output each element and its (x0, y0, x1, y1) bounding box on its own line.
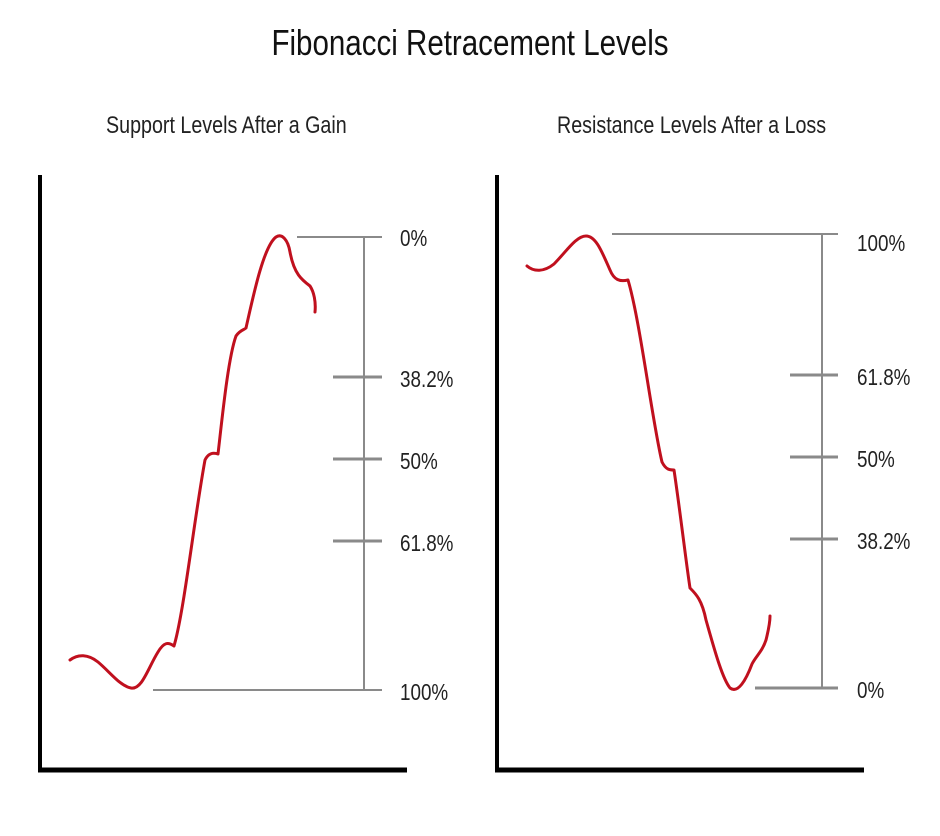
resistance-level-lines (612, 233, 838, 690)
resistance-panel-axes (495, 175, 864, 773)
level-label: 100% (857, 231, 905, 256)
rising-price-line (68, 234, 317, 690)
support-panel-subtitle: Support Levels After a Gain (106, 112, 347, 139)
level-label: 0% (857, 678, 884, 703)
level-label: 50% (400, 449, 438, 474)
support-level-labels: 0% 38.2% 50% 61.8% 100% (400, 226, 453, 705)
level-label: 61.8% (400, 531, 453, 556)
level-label: 50% (857, 447, 895, 472)
level-label: 38.2% (400, 367, 453, 392)
level-label: 61.8% (857, 365, 910, 390)
falling-price-line (525, 234, 772, 691)
level-label: 0% (400, 226, 427, 251)
level-label: 38.2% (857, 529, 910, 554)
diagram-title: Fibonacci Retracement Levels (271, 22, 669, 63)
support-panel-axes (38, 175, 407, 773)
resistance-panel-subtitle: Resistance Levels After a Loss (557, 112, 827, 139)
support-level-lines (153, 236, 382, 691)
level-label: 100% (400, 680, 448, 705)
resistance-level-labels: 100% 61.8% 50% 38.2% 0% (857, 231, 910, 703)
